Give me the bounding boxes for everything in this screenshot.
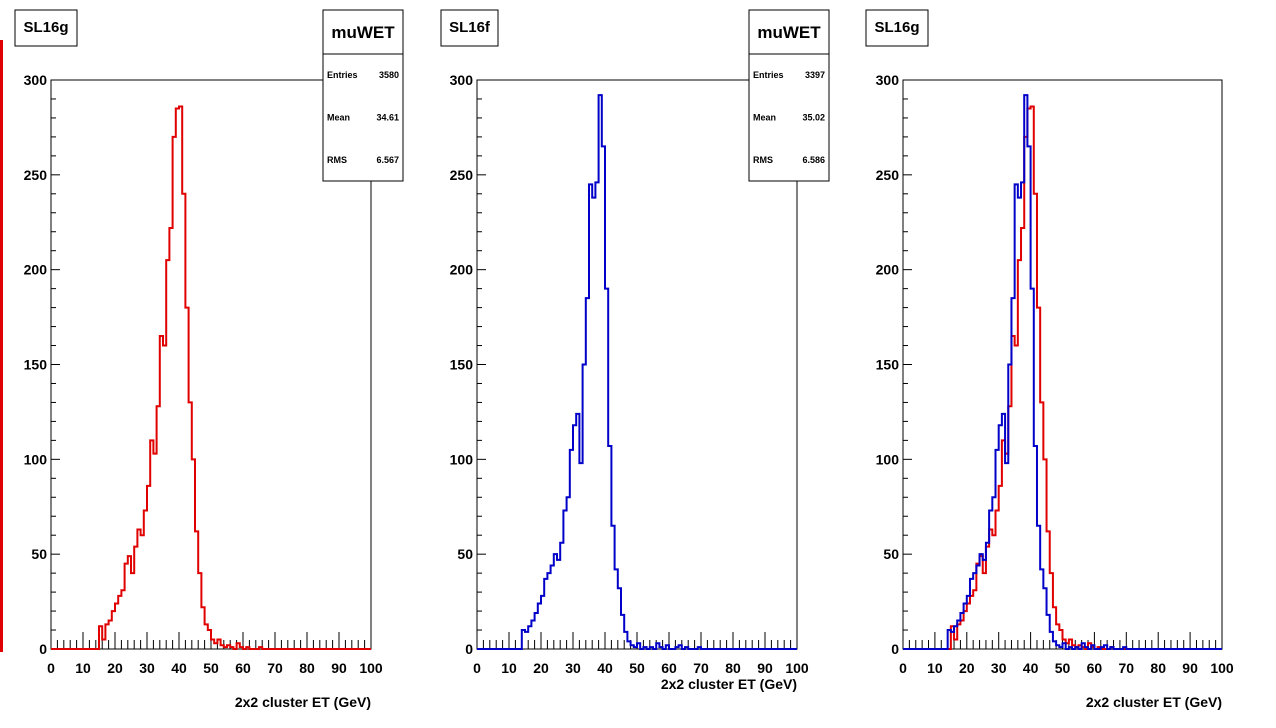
histogram-panel-3: 0 10 20 30 40 50 60 70 80 90 100 0 50 100 150 200 250 300… (865, 9, 1234, 710)
histogram-series-sl16f (477, 94, 797, 650)
left-edge-marker (0, 40, 3, 652)
y-tick-label: 200 (876, 262, 900, 278)
x-tick-label: 20 (959, 660, 975, 676)
x-tick-label: 0 (473, 660, 481, 676)
y-tick-label: 200 (450, 262, 474, 278)
x-tick-label: 10 (501, 660, 517, 676)
y-tick-label: 200 (24, 262, 48, 278)
x-axis-title: 2x2 cluster ET (GeV) (661, 676, 797, 692)
x-tick-label: 90 (1182, 660, 1198, 676)
stats-row-label: RMS (327, 155, 347, 165)
y-tick-label: 300 (876, 72, 900, 88)
x-tick-label: 60 (235, 660, 251, 676)
y-tick-label: 250 (876, 167, 900, 183)
stats-name: muWET (757, 23, 821, 42)
stats-row-label: Mean (753, 113, 776, 123)
x-tick-label: 70 (1119, 660, 1135, 676)
stats-box (322, 9, 404, 182)
stats-row-label: RMS (753, 155, 773, 165)
x-tick-label: 50 (203, 660, 219, 676)
y-tick-label: 50 (883, 546, 899, 562)
y-tick-label: 300 (450, 72, 474, 88)
y-tick-label: 100 (876, 451, 900, 467)
stats-row-label: Mean (327, 113, 350, 123)
x-tick-label: 30 (139, 660, 155, 676)
histogram-series-sl16f (903, 94, 1222, 650)
y-tick-label: 0 (891, 641, 899, 657)
y-tick-label: 150 (450, 357, 474, 373)
stats-row-label: Entries (753, 70, 784, 80)
stats-row-value: 3397 (805, 70, 825, 80)
stats-name: muWET (331, 23, 395, 42)
x-tick-label: 80 (1150, 660, 1166, 676)
x-axis-title: 2x2 cluster ET (GeV) (235, 694, 371, 710)
x-tick-label: 60 (1087, 660, 1103, 676)
title-box (14, 9, 78, 47)
stats-row-value: 3580 (379, 70, 399, 80)
x-tick-label: 80 (725, 660, 741, 676)
x-tick-label: 30 (991, 660, 1007, 676)
plot-title: SL16g (23, 19, 68, 36)
x-tick-label: 50 (629, 660, 645, 676)
histogram-panel-2: 0 10 20 30 40 50 60 70 80 90 100 0 50 100 150 200 250 300… (440, 9, 830, 692)
x-tick-label: 90 (331, 660, 347, 676)
x-tick-label: 50 (1055, 660, 1071, 676)
y-tick-label: 150 (24, 357, 48, 373)
x-tick-label: 100 (359, 660, 383, 676)
y-tick-label: 300 (24, 72, 48, 88)
x-tick-label: 40 (1023, 660, 1039, 676)
stats-row-value: 35.02 (802, 113, 825, 123)
histogram-panel-1: 0 10 20 30 40 50 60 70 80 90 100 0 50 100 150 200 250 300… (14, 9, 404, 710)
x-tick-label: 40 (171, 660, 187, 676)
x-tick-label: 20 (533, 660, 549, 676)
stats-row-value: 6.586 (802, 155, 825, 165)
y-tick-label: 50 (457, 546, 473, 562)
plot-title: SL16f (449, 19, 491, 36)
x-tick-label: 100 (785, 660, 809, 676)
x-tick-label: 10 (75, 660, 91, 676)
stats-row-label: Entries (327, 70, 358, 80)
plot-title: SL16g (874, 19, 919, 36)
x-tick-label: 90 (757, 660, 773, 676)
y-tick-label: 250 (450, 167, 474, 183)
x-tick-label: 80 (299, 660, 315, 676)
y-tick-label: 250 (24, 167, 48, 183)
x-tick-label: 0 (47, 660, 55, 676)
x-tick-label: 20 (107, 660, 123, 676)
x-tick-label: 70 (267, 660, 283, 676)
y-tick-label: 0 (465, 641, 473, 657)
title-box (440, 9, 499, 47)
histogram-series-sl16g (51, 105, 371, 650)
stats-box (748, 9, 830, 182)
x-tick-label: 0 (899, 660, 907, 676)
x-tick-label: 30 (565, 660, 581, 676)
stats-row-value: 6.567 (376, 155, 399, 165)
x-tick-label: 100 (1210, 660, 1234, 676)
title-box (865, 9, 929, 47)
y-tick-label: 0 (39, 641, 47, 657)
x-axis-title: 2x2 cluster ET (GeV) (1086, 694, 1222, 710)
y-tick-label: 50 (31, 546, 47, 562)
x-tick-label: 40 (597, 660, 613, 676)
y-tick-label: 150 (876, 357, 900, 373)
x-tick-label: 70 (693, 660, 709, 676)
x-tick-label: 60 (661, 660, 677, 676)
x-tick-label: 10 (927, 660, 943, 676)
y-tick-label: 100 (24, 451, 48, 467)
stats-row-value: 34.61 (376, 113, 399, 123)
y-tick-label: 100 (450, 451, 474, 467)
